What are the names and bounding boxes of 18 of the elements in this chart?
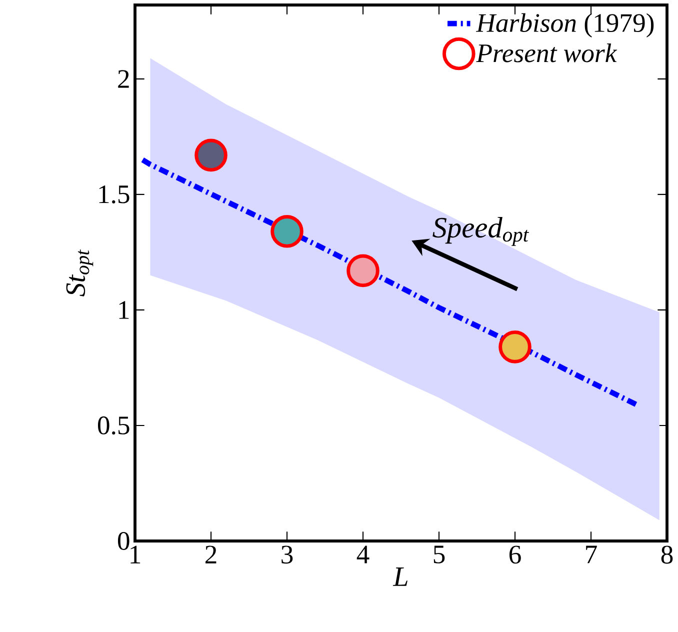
x-tick-label: 2 xyxy=(206,546,216,564)
x-tick-label: 8 xyxy=(661,546,673,564)
x-tick-label: 5 xyxy=(434,546,445,564)
x-tick-label: 3 xyxy=(282,546,293,564)
y-axis-title: St$_{opt}$ xyxy=(66,250,94,296)
x-tick-label: 7 xyxy=(586,546,597,564)
legend-label: Harbison (1979) xyxy=(476,13,654,38)
x-tick-label: 6 xyxy=(509,546,521,564)
y-tick-label: 0 xyxy=(118,532,130,550)
y-tick-label: 1 xyxy=(119,301,129,319)
y-tick-label: 1.5 xyxy=(99,185,130,204)
legend-label: Present work xyxy=(476,44,618,62)
x-axis-title: L xyxy=(392,568,408,586)
y-tick-label: 0.5 xyxy=(98,416,130,435)
x-tick-label: 4 xyxy=(356,546,370,564)
annotation: Speed$_{opt}$ xyxy=(432,216,529,246)
x-tick-label: 1 xyxy=(130,546,140,564)
y-tick-label: 2 xyxy=(118,70,129,88)
